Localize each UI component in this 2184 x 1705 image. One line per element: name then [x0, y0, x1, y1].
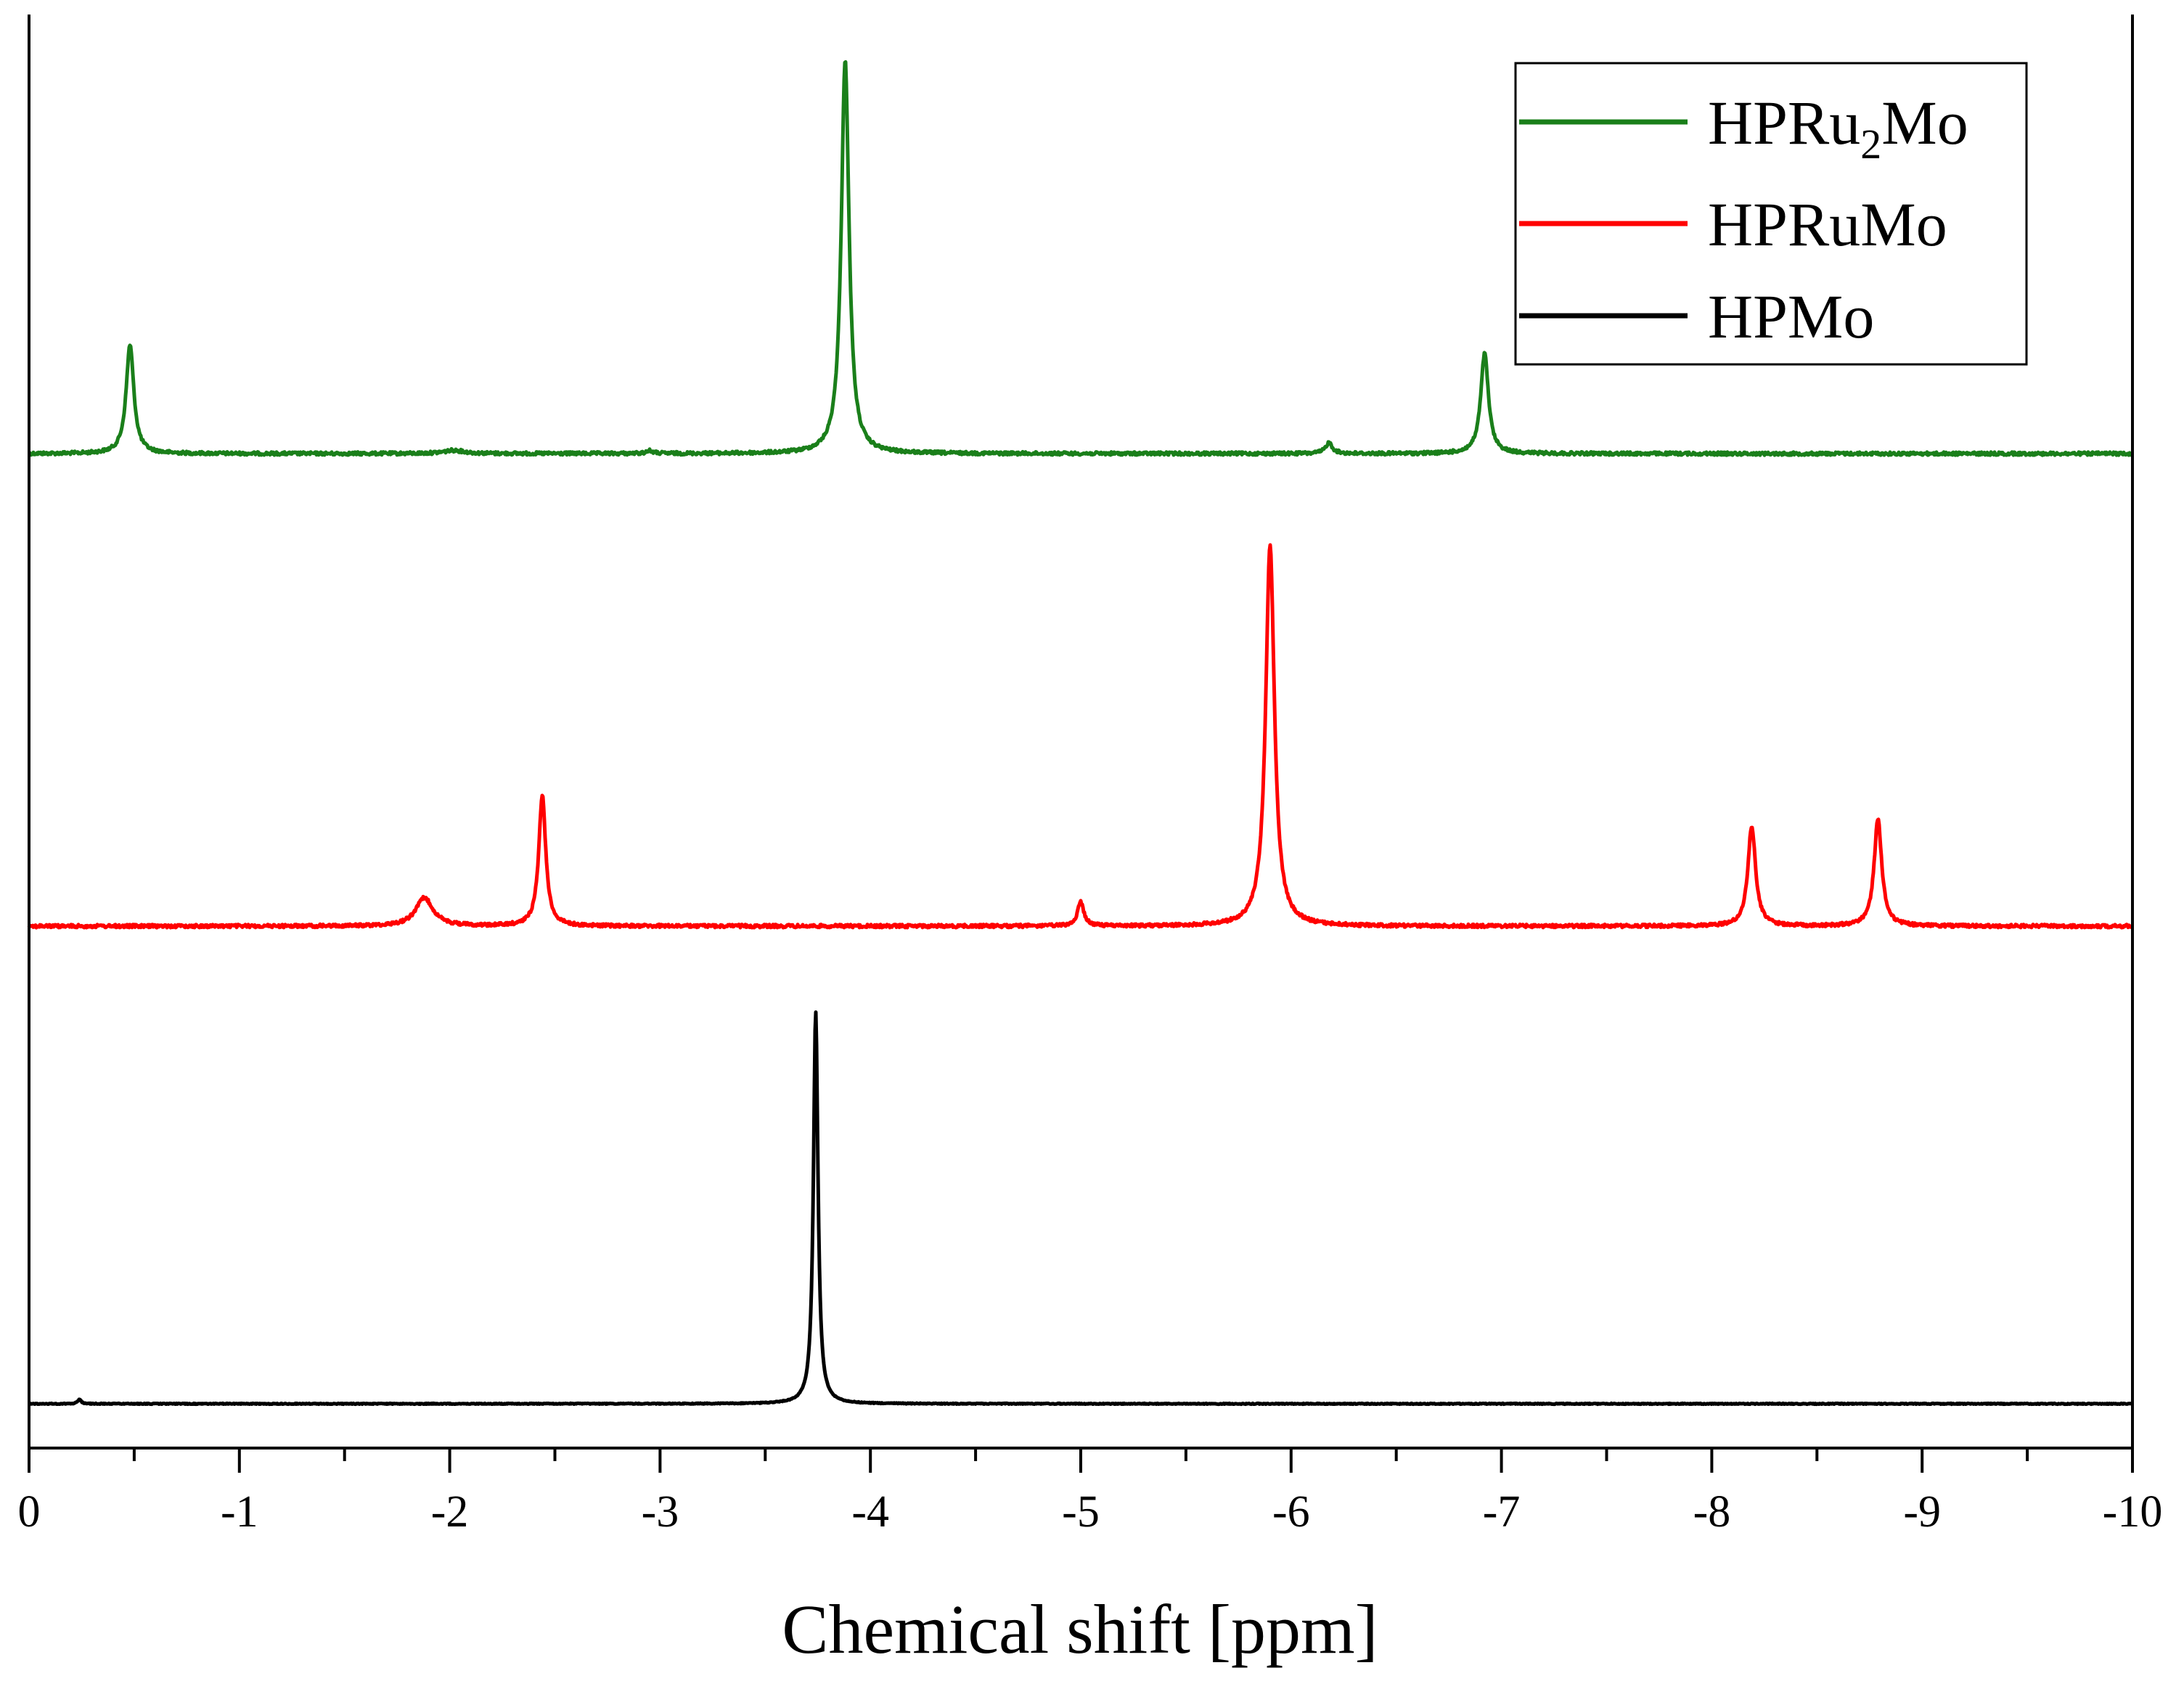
x-tick-label: -2 — [431, 1487, 469, 1537]
series-line-HPRu2Mo — [27, 60, 2134, 457]
x-tick-label: -5 — [1062, 1487, 1100, 1537]
series-HPMo — [28, 1010, 2134, 1407]
legend-label-HPRuMo: HPRuMo — [1708, 189, 1947, 259]
series-line-HPRuMo — [27, 543, 2134, 930]
legend-label-HPMo: HPMo — [1708, 282, 1874, 351]
x-tick-label: -6 — [1272, 1487, 1310, 1537]
x-tick-label: -3 — [642, 1487, 679, 1537]
x-tick-label: 0 — [18, 1487, 41, 1537]
legend-label-main: HPMo — [1708, 282, 1874, 351]
axis-layer: 0 -1 -2 -3 -4 -5 -6 -7 -8 -9 -10 — [18, 15, 2163, 1537]
legend-label-subscript: 2 — [1860, 120, 1881, 168]
x-axis-label: Chemical shift [ppm] — [782, 1590, 1378, 1668]
legend-label-tail: Mo — [1881, 88, 1968, 158]
x-tick-label: -1 — [221, 1487, 258, 1537]
series-HPRuMo — [27, 543, 2134, 930]
x-tick-label: -10 — [2103, 1487, 2163, 1537]
series-layer — [27, 60, 2134, 1407]
legend-label-HPRu2Mo: HPRu2Mo — [1708, 88, 1968, 168]
legend-label-main: HPRuMo — [1708, 189, 1947, 259]
x-tick-label: -8 — [1693, 1487, 1731, 1537]
series-line-HPMo — [28, 1010, 2134, 1407]
x-tick-label: -7 — [1483, 1487, 1521, 1537]
series-HPRu2Mo — [27, 60, 2134, 457]
x-tick-label: -4 — [851, 1487, 889, 1537]
legend-label-main: HPRu — [1708, 88, 1860, 158]
x-tick-label: -9 — [1903, 1487, 1941, 1537]
